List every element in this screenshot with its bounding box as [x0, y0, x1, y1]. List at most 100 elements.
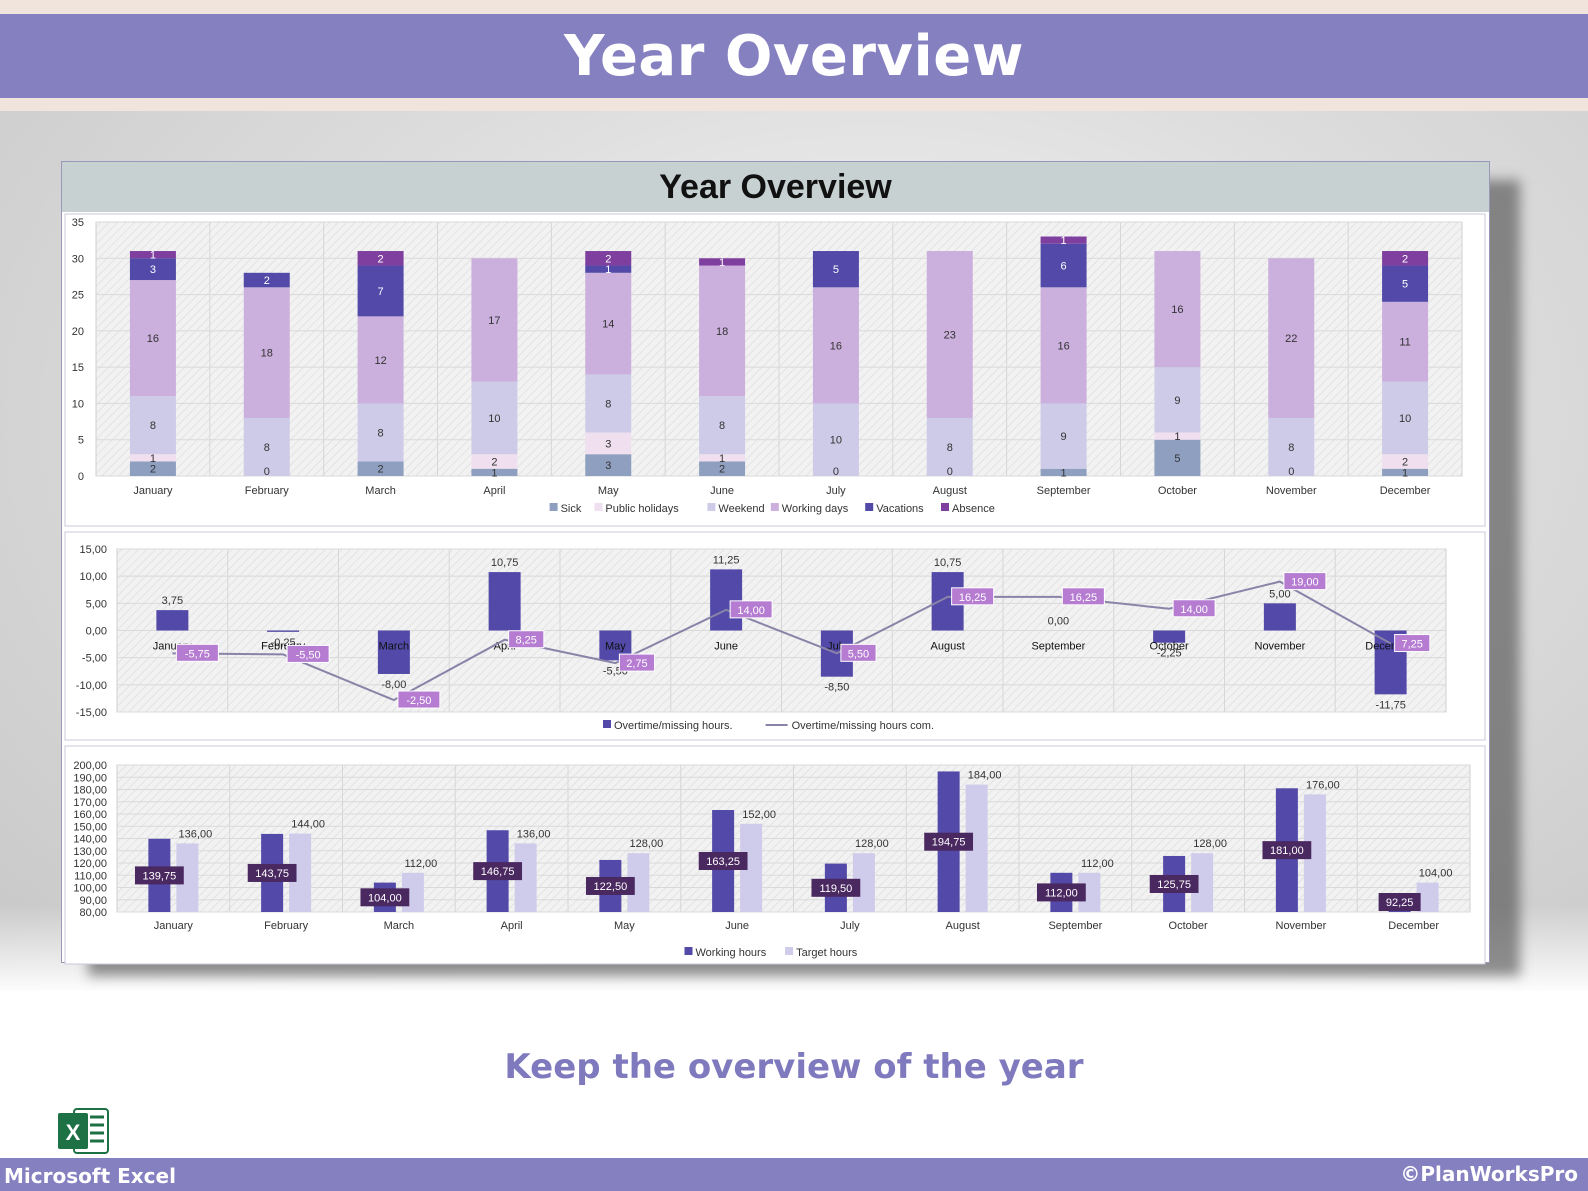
stacked-bar-segment — [243, 272, 290, 288]
legend-label: Vacations — [876, 503, 924, 515]
y-tick-label: 10,00 — [79, 571, 107, 583]
working-hours-label-box — [1262, 841, 1312, 860]
stacked-bar-segment — [1040, 403, 1087, 469]
data-label: 1 — [719, 453, 725, 465]
data-label: 2 — [1402, 456, 1408, 468]
target-hours-label: 176,00 — [1306, 779, 1340, 791]
y-tick-label: 190,00 — [73, 772, 107, 784]
line-data-label: -2,50 — [406, 695, 431, 707]
x-tick-label: June — [725, 920, 749, 932]
data-label: 5 — [833, 264, 839, 276]
legend-label: Public holidays — [605, 503, 679, 515]
legend-swatch — [941, 503, 949, 511]
stacked-bar-segment — [357, 403, 404, 462]
y-tick-label: -10,00 — [76, 680, 107, 692]
working-hours-label-box — [924, 832, 974, 851]
stacked-bar-segment — [585, 374, 632, 433]
working-hours-label: 194,75 — [932, 837, 966, 849]
x-tick-label: September — [1031, 641, 1085, 653]
x-tick-label: October — [1150, 641, 1189, 653]
data-label: 2 — [605, 253, 611, 265]
y-tick-label: 180,00 — [73, 785, 107, 797]
data-label: 8 — [378, 427, 384, 439]
overtime-bar — [377, 630, 410, 674]
stacked-bar-segment — [699, 396, 746, 455]
legend-swatch — [770, 503, 779, 511]
y-tick-label: 120,00 — [73, 858, 107, 870]
svg-text:X: X — [66, 1120, 81, 1145]
data-label: 1 — [1061, 467, 1067, 479]
x-tick-label: August — [933, 485, 967, 497]
x-tick-label: August — [931, 641, 965, 653]
x-tick-label: November — [1255, 641, 1306, 653]
target-hours-label: 112,00 — [1081, 858, 1114, 870]
x-tick-label: December — [1380, 485, 1431, 497]
data-label: 1 — [150, 250, 156, 262]
line-data-label: 2,75 — [626, 658, 647, 670]
x-tick-label: March — [365, 485, 396, 497]
x-tick-label: July — [840, 920, 860, 932]
legend-swatch — [865, 503, 874, 511]
data-label: 16 — [1171, 304, 1183, 316]
data-label: 16 — [1057, 340, 1069, 352]
line-data-label: 16,25 — [1070, 592, 1098, 604]
data-label: 10 — [1399, 413, 1411, 425]
data-label: 11,25 — [713, 554, 740, 566]
data-label: 2 — [719, 464, 725, 476]
working-hours-label-box — [247, 863, 297, 882]
stacked-bar-segment — [1154, 432, 1201, 440]
working-hours-label: 139,75 — [143, 870, 177, 882]
data-label: 9 — [1174, 395, 1180, 407]
line-label-box — [729, 600, 773, 619]
x-tick-label: June — [710, 485, 734, 497]
footer-brand: ©PlanWorksPro — [1400, 1162, 1578, 1186]
stacked-bar-segment — [243, 287, 290, 418]
working-hours-label: 122,50 — [594, 881, 628, 893]
data-label: 2 — [378, 464, 384, 476]
data-label: -8,00 — [381, 679, 406, 691]
line-label-box — [1061, 587, 1105, 606]
line-data-label: 14,00 — [737, 605, 765, 617]
target-hours-label: 144,00 — [291, 819, 325, 831]
overtime-bar — [710, 569, 743, 631]
data-label: 22 — [1285, 333, 1297, 345]
y-tick-label: 35 — [72, 217, 84, 229]
overtime-bar — [1263, 603, 1296, 631]
working-hours-label-box — [585, 876, 635, 895]
data-label: 23 — [944, 329, 956, 341]
working-hours-label-box — [1036, 883, 1086, 902]
y-tick-label: 90,00 — [79, 895, 107, 907]
stacked-bar-segment — [812, 403, 859, 476]
x-tick-label: February — [245, 485, 290, 497]
stacked-bar-segment — [1154, 439, 1201, 476]
y-tick-label: -15,00 — [76, 707, 107, 719]
stacked-bar-segment — [926, 251, 973, 418]
working-hours-label-box — [811, 878, 861, 897]
stacked-bar-segment — [585, 251, 632, 266]
x-tick-label: May — [614, 920, 635, 932]
data-label: 3 — [605, 438, 611, 450]
y-tick-label: -5,00 — [82, 653, 107, 665]
stacked-bar-segment — [129, 396, 176, 455]
x-tick-label: April — [483, 485, 505, 497]
x-tick-label: March — [379, 641, 410, 653]
overtime-bar — [156, 610, 189, 631]
line-label-box — [618, 653, 656, 672]
data-label: 8 — [947, 442, 953, 454]
data-label: 12 — [374, 355, 386, 367]
data-label: 5 — [1402, 279, 1408, 291]
stacked-bar-segment — [926, 417, 973, 476]
data-label: 1 — [1061, 235, 1067, 247]
line-data-label: 7,25 — [1402, 639, 1423, 651]
y-tick-label: 140,00 — [73, 834, 107, 846]
legend-label: Working hours — [696, 947, 767, 959]
y-tick-label: 25 — [72, 290, 84, 302]
y-tick-label: 15,00 — [79, 544, 107, 556]
target-hours-bar — [965, 784, 988, 912]
data-label: 5 — [1174, 453, 1180, 465]
line-label-box — [1172, 599, 1216, 618]
stacked-bar-segment — [1040, 468, 1087, 476]
data-label: 8 — [605, 398, 611, 410]
working-hours-label: 125,75 — [1157, 879, 1191, 891]
